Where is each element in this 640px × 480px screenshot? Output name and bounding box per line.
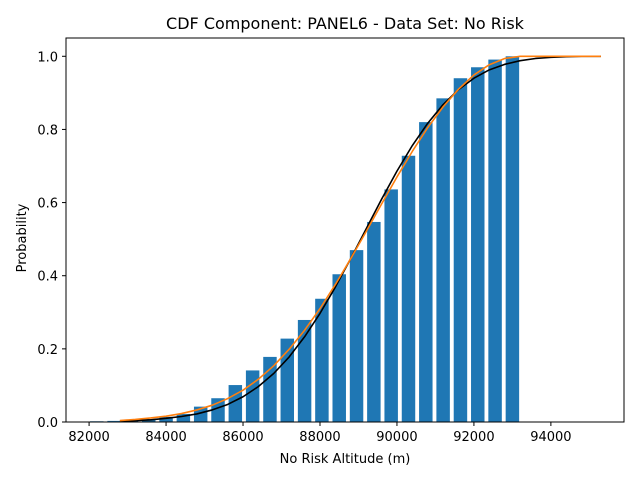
y-tick-label: 0.6: [37, 197, 58, 212]
x-tick-label: 86000: [222, 430, 263, 445]
plot-frame: [65, 37, 625, 423]
x-tick-label: 94000: [530, 430, 571, 445]
bar: [263, 356, 277, 422]
bar: [384, 189, 398, 422]
chart-title: CDF Component: PANEL6 - Data Set: No Ris…: [166, 14, 525, 33]
x-tick-label: 88000: [299, 430, 340, 445]
bar: [471, 67, 485, 422]
bars-layer: [90, 56, 520, 423]
bar: [228, 385, 243, 422]
bar: [349, 250, 364, 422]
bar: [176, 413, 191, 422]
bar: [107, 420, 121, 422]
bar: [401, 155, 416, 422]
series-line-orange: [119, 55, 601, 422]
bar: [453, 78, 468, 422]
bar: [505, 56, 520, 423]
bar: [297, 319, 312, 422]
y-ticks: 0.0 0.2 0.4 0.6 0.8 1.0: [37, 50, 66, 431]
x-axis-title: No Risk Altitude (m): [280, 452, 411, 467]
y-tick-label: 0.8: [37, 123, 58, 138]
x-tick-label: 84000: [145, 430, 186, 445]
y-tick-label: 0.2: [37, 343, 58, 358]
bar: [332, 274, 346, 422]
y-tick-label: 1.0: [37, 50, 58, 65]
lines-layer: [119, 55, 601, 423]
y-axis-title: Probability: [15, 203, 30, 272]
y-tick-label: 0.4: [37, 270, 58, 285]
bar: [488, 59, 502, 422]
x-ticks: 82000 84000 86000 88000 90000 92000 94000: [68, 422, 572, 445]
x-tick-label: 92000: [453, 430, 494, 445]
bar: [280, 338, 295, 422]
bar: [367, 221, 381, 422]
bar: [436, 98, 450, 422]
bar: [419, 122, 433, 422]
x-tick-label: 90000: [376, 430, 417, 445]
bar: [159, 416, 173, 422]
bar: [245, 370, 260, 422]
y-tick-label: 0.0: [37, 416, 58, 431]
bar: [315, 298, 329, 422]
x-tick-label: 82000: [68, 430, 109, 445]
